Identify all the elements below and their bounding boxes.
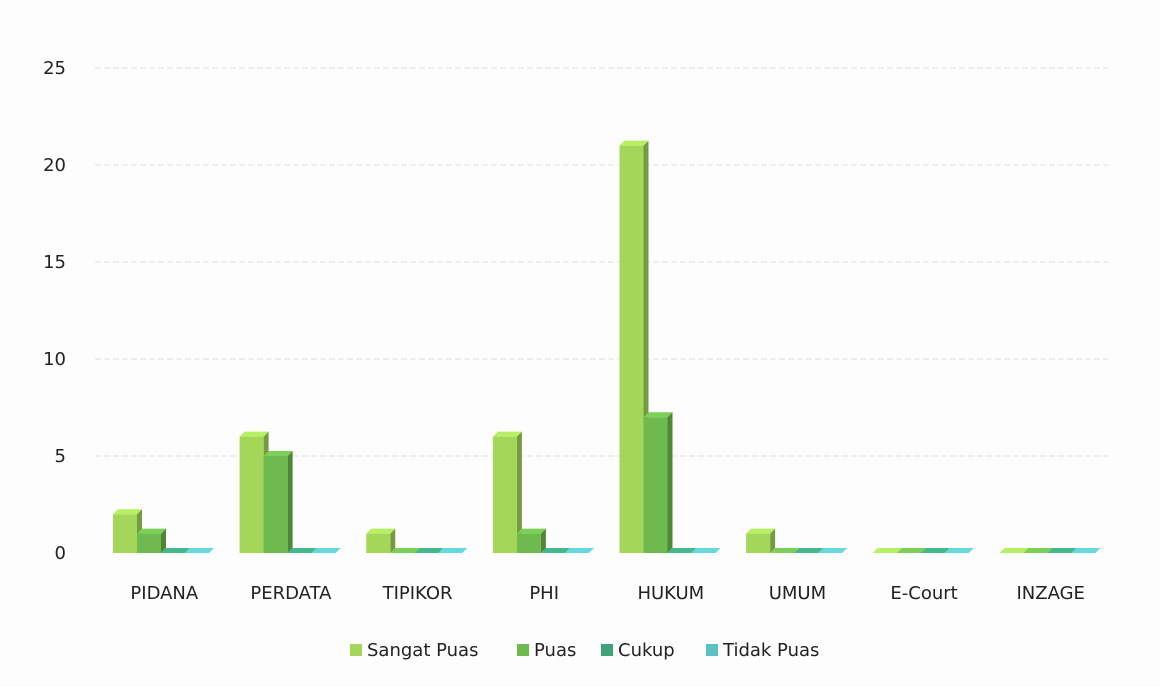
y-tick-label: 0 [55,543,66,564]
x-axis-labels: PIDANA PERDATA TIPIKOR PHI HUKUM UMUM E-Court I… [130,583,1085,604]
bar-e-court-cukup [921,548,950,553]
bar-pidana-puas [137,529,166,553]
bar-hukum-puas [644,412,673,553]
bar-hukum-tidak-puas [692,548,721,553]
x-category-label: INZAGE [1016,583,1084,604]
bar-tipikor-cukup [414,548,443,553]
bar-inzage-puas [1023,548,1052,553]
bar-phi-puas [517,529,546,553]
legend-label: Puas [534,640,576,661]
legend: Sangat Puas Puas Cukup Tidak Puas [350,640,819,661]
bar-inzage-cukup [1047,548,1076,553]
x-category-label: TIPIKOR [382,583,453,604]
y-tick-label: 25 [43,58,66,79]
bar-umum-cukup [794,548,823,553]
bar-pidana-tidak-puas [185,548,214,553]
bar-phi-cukup [541,548,570,553]
y-tick-label: 5 [55,446,66,467]
bar-tipikor-sangat-puas [366,529,395,553]
y-tick-label: 15 [43,252,66,273]
y-tick-label: 10 [43,349,66,370]
bar-pidana-cukup [161,548,190,553]
legend-label: Sangat Puas [367,640,478,661]
x-category-label: PERDATA [250,583,332,604]
y-axis-ticks: 0 5 10 15 20 25 [43,58,66,564]
bar-tipikor-tidak-puas [438,548,467,553]
legend-swatch [601,644,613,656]
bar-umum-puas [770,548,799,553]
legend-swatch [350,644,362,656]
bar-umum-sangat-puas [746,529,775,553]
x-category-label: HUKUM [637,583,704,604]
y-tick-label: 20 [43,155,66,176]
bar-inzage-sangat-puas [999,548,1028,553]
bar-phi-tidak-puas [565,548,594,553]
bar-e-court-tidak-puas [945,548,974,553]
legend-label: Tidak Puas [722,640,819,661]
bars [113,141,1100,553]
legend-swatch [706,644,718,656]
bar-e-court-puas [897,548,926,553]
gridlines [95,68,1108,456]
bar-perdata-puas [264,451,293,553]
bar-perdata-cukup [288,548,317,553]
bar-hukum-cukup [668,548,697,553]
bar-e-court-sangat-puas [873,548,902,553]
legend-label: Cukup [618,640,675,661]
bar-tipikor-puas [390,548,419,553]
x-category-label: UMUM [769,583,826,604]
legend-swatch [517,644,529,656]
bar-perdata-tidak-puas [312,548,341,553]
x-category-label: E-Court [890,583,957,604]
x-category-label: PIDANA [130,583,198,604]
bar-inzage-tidak-puas [1071,548,1100,553]
x-category-label: PHI [529,583,559,604]
bar-umum-tidak-puas [818,548,847,553]
